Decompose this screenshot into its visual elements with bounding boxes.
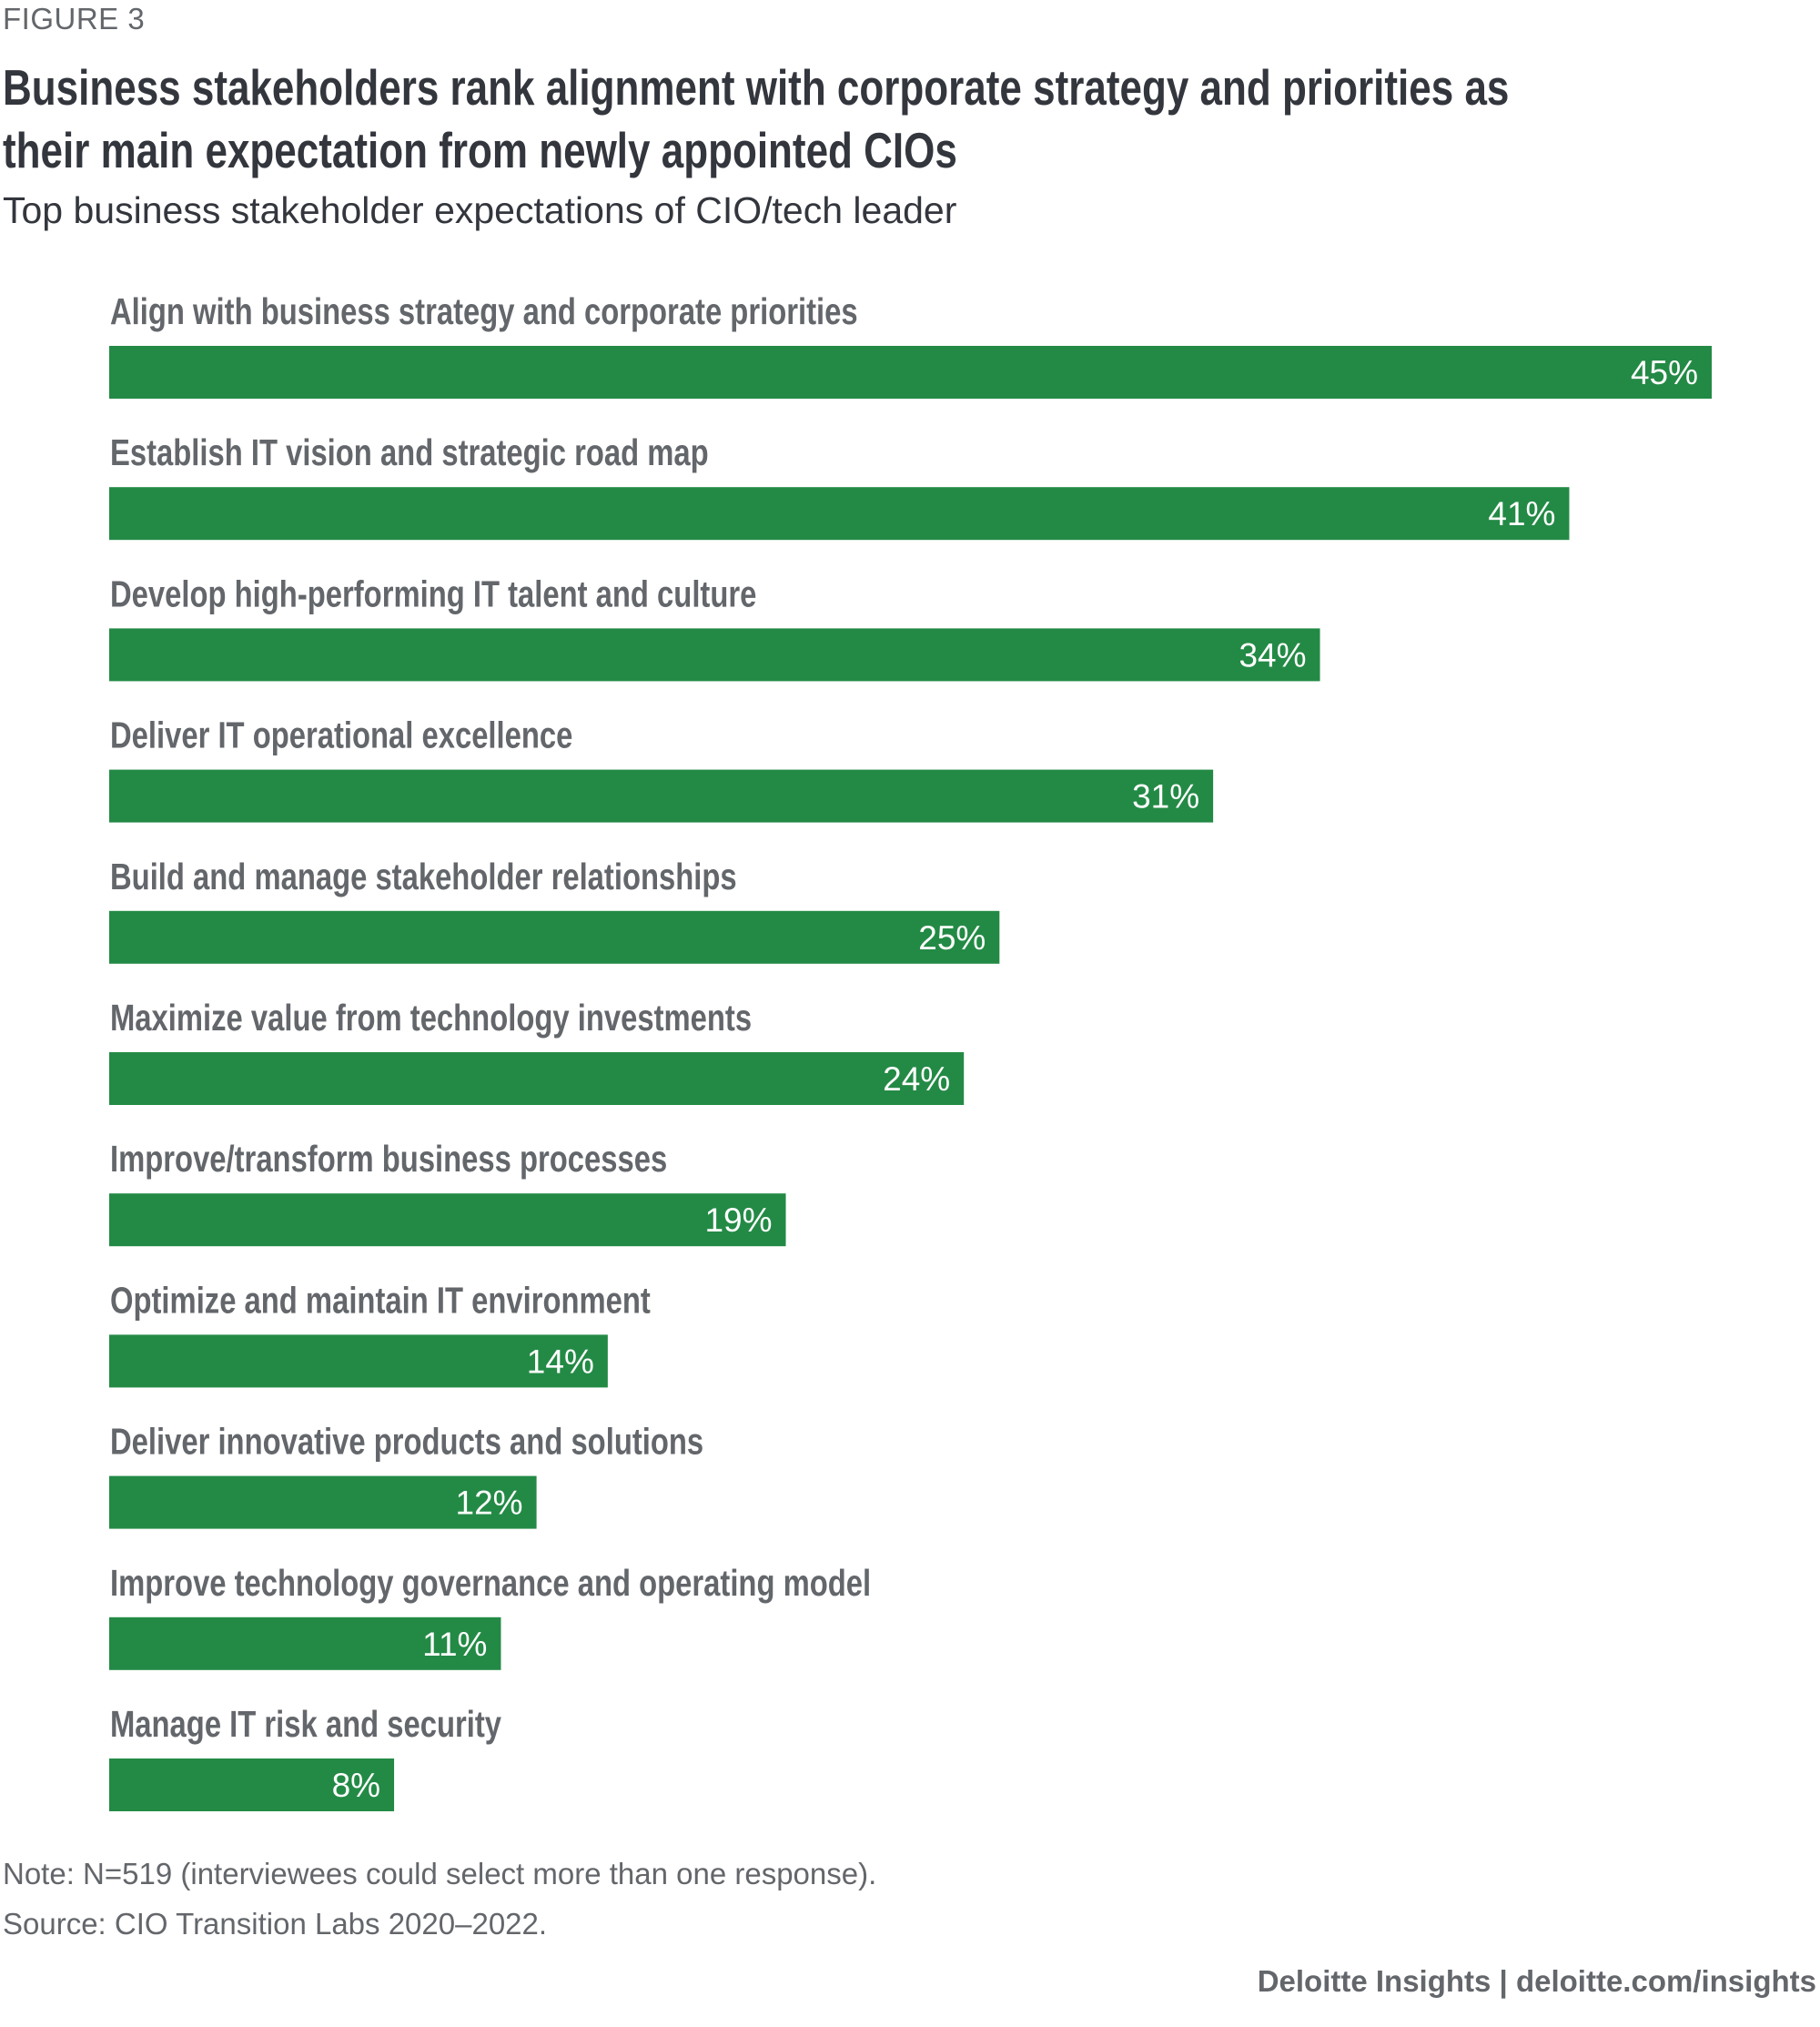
category-label-group: Manage IT risk and security: [110, 1702, 501, 1744]
category-label-group: Deliver IT operational excellence: [110, 714, 572, 755]
category-label: Improve technology governance and operat…: [110, 1561, 871, 1603]
bar: [109, 910, 1000, 964]
bar: [109, 1617, 501, 1670]
value-label: 25%: [918, 919, 986, 957]
category-label-group: Improve/transform business processes: [110, 1138, 667, 1180]
category-label-group: Develop high-performing IT talent and cu…: [110, 573, 756, 614]
category-label-group: Improve technology governance and operat…: [110, 1561, 871, 1603]
value-label: 41%: [1488, 495, 1555, 532]
chart-title-line-1: Business stakeholders rank alignment wit…: [3, 59, 1510, 116]
bar: [109, 628, 1320, 682]
value-label: 11%: [422, 1626, 487, 1663]
bar: [109, 1193, 786, 1247]
category-label: Improve/transform business processes: [110, 1138, 667, 1180]
bar: [109, 487, 1570, 541]
bar: [109, 1334, 608, 1388]
value-label: 31%: [1132, 778, 1199, 816]
value-label: 24%: [883, 1060, 950, 1098]
value-label: 19%: [704, 1201, 772, 1239]
chart-title: Business stakeholders rank alignment wit…: [3, 56, 1510, 182]
chart-title-line-2: their main expectation from newly appoin…: [3, 122, 957, 178]
category-label-group: Build and manage stakeholder relationshi…: [110, 855, 737, 897]
category-label: Optimize and maintain IT environment: [110, 1279, 651, 1321]
bar: [109, 1475, 537, 1529]
value-label: 34%: [1239, 636, 1306, 674]
category-label: Align with business strategy and corpora…: [110, 289, 858, 331]
category-label: Deliver innovative products and solution…: [110, 1420, 703, 1462]
value-label: 14%: [527, 1343, 594, 1380]
category-label-group: Align with business strategy and corpora…: [110, 289, 858, 331]
bar: [109, 1758, 395, 1811]
category-label: Build and manage stakeholder relationshi…: [110, 855, 737, 897]
category-label: Manage IT risk and security: [110, 1702, 501, 1744]
bar: [109, 1052, 965, 1105]
category-label-group: Establish IT vision and strategic road m…: [110, 431, 709, 473]
value-label: 45%: [1631, 354, 1698, 391]
value-label: 12%: [456, 1485, 523, 1522]
category-label-group: Deliver innovative products and solution…: [110, 1420, 703, 1462]
category-label: Establish IT vision and strategic road m…: [110, 431, 709, 473]
category-label: Develop high-performing IT talent and cu…: [110, 573, 756, 614]
bar: [109, 346, 1712, 399]
figure-label: FIGURE 3: [3, 2, 146, 35]
chart-source: Source: CIO Transition Labs 2020–2022.: [3, 1907, 548, 1941]
publisher-credit: Deloitte Insights | deloitte.com/insight…: [1257, 1964, 1816, 1998]
bar: [109, 769, 1214, 823]
category-label: Maximize value from technology investmen…: [110, 996, 752, 1038]
category-label-group: Optimize and maintain IT environment: [110, 1279, 651, 1321]
chart-subtitle: Top business stakeholder expectations of…: [3, 189, 957, 231]
chart-note: Note: N=519 (interviewees could select m…: [3, 1857, 877, 1890]
category-label-group: Maximize value from technology investmen…: [110, 996, 752, 1038]
value-label: 8%: [332, 1767, 380, 1804]
category-label: Deliver IT operational excellence: [110, 714, 572, 755]
